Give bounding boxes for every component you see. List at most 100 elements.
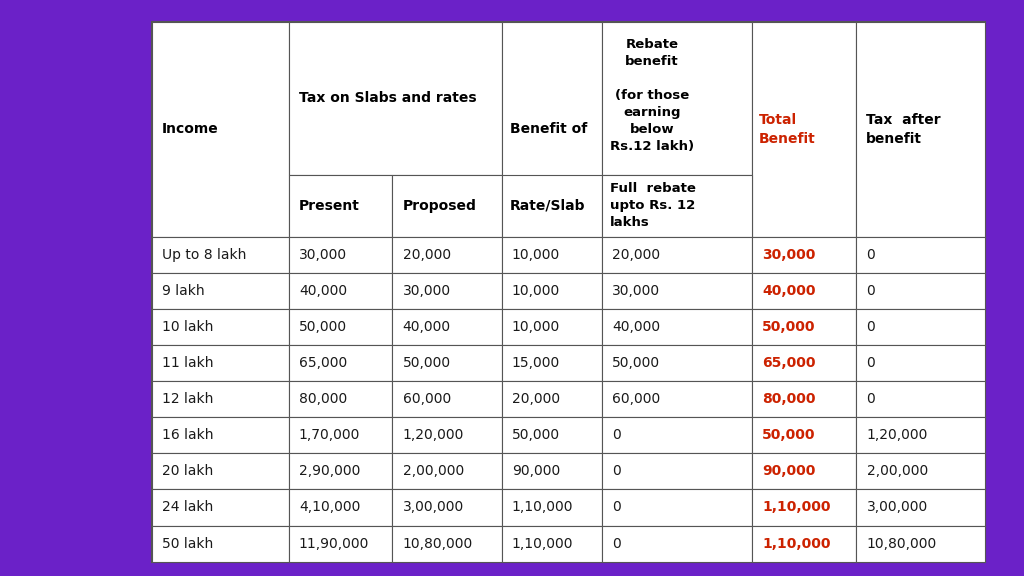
Text: Present: Present (299, 199, 359, 213)
Bar (752, 237, 856, 273)
Bar (392, 417, 502, 453)
Bar (289, 525, 392, 562)
Text: 40,000: 40,000 (612, 320, 660, 334)
Bar (856, 381, 985, 417)
Text: 24 lakh: 24 lakh (162, 501, 213, 514)
Bar (392, 345, 502, 381)
Bar (502, 453, 602, 490)
Bar (502, 345, 602, 381)
Bar (289, 345, 392, 381)
Bar (602, 381, 752, 417)
Text: 1,20,000: 1,20,000 (866, 429, 928, 442)
Bar (752, 490, 856, 525)
Text: 2,00,000: 2,00,000 (402, 464, 464, 478)
Bar (856, 525, 985, 562)
Bar (392, 381, 502, 417)
Text: Tax  after
benefit: Tax after benefit (865, 113, 940, 146)
Bar (602, 525, 752, 562)
Text: 90,000: 90,000 (762, 464, 815, 478)
Bar (392, 525, 502, 562)
Bar (392, 237, 502, 273)
Text: 11,90,000: 11,90,000 (299, 537, 370, 551)
Bar (856, 22, 985, 237)
Bar (602, 237, 752, 273)
Text: 1,10,000: 1,10,000 (762, 537, 830, 551)
Text: 30,000: 30,000 (402, 284, 451, 298)
Bar (392, 273, 502, 309)
Text: 10,80,000: 10,80,000 (866, 537, 937, 551)
Text: 10,80,000: 10,80,000 (402, 537, 473, 551)
Text: 50,000: 50,000 (299, 320, 347, 334)
Text: 30,000: 30,000 (612, 284, 660, 298)
Bar (752, 525, 856, 562)
Text: 50 lakh: 50 lakh (162, 537, 213, 551)
Text: 3,00,000: 3,00,000 (402, 501, 464, 514)
Bar (502, 237, 602, 273)
Bar (502, 525, 602, 562)
Bar (392, 309, 502, 345)
Bar (602, 273, 752, 309)
Text: 2,90,000: 2,90,000 (299, 464, 360, 478)
Bar (752, 345, 856, 381)
Bar (752, 273, 856, 309)
Text: 1,10,000: 1,10,000 (762, 501, 830, 514)
Text: Tax on Slabs and rates: Tax on Slabs and rates (299, 91, 476, 105)
Text: 12 lakh: 12 lakh (162, 392, 213, 406)
Text: 0: 0 (612, 501, 621, 514)
Text: 0: 0 (866, 320, 876, 334)
Text: 2,00,000: 2,00,000 (866, 464, 928, 478)
Text: Rebate
benefit

(for those
earning
below
Rs.12 lakh): Rebate benefit (for those earning below … (610, 37, 694, 153)
Bar (502, 417, 602, 453)
Text: Up to 8 lakh: Up to 8 lakh (162, 248, 246, 262)
Text: 9 lakh: 9 lakh (162, 284, 205, 298)
Text: 1,10,000: 1,10,000 (512, 537, 573, 551)
Bar (856, 273, 985, 309)
Bar (152, 490, 289, 525)
Bar (152, 22, 985, 562)
Bar (152, 525, 289, 562)
Text: 40,000: 40,000 (762, 284, 815, 298)
Text: 10 lakh: 10 lakh (162, 320, 213, 334)
Bar (602, 345, 752, 381)
Text: 0: 0 (612, 464, 621, 478)
Text: 10,000: 10,000 (512, 284, 560, 298)
Bar (602, 175, 752, 237)
Bar (152, 345, 289, 381)
Bar (289, 417, 392, 453)
Text: 50,000: 50,000 (762, 320, 815, 334)
Text: 90,000: 90,000 (512, 464, 560, 478)
Text: 65,000: 65,000 (299, 356, 347, 370)
Bar (752, 309, 856, 345)
Bar (502, 22, 602, 237)
Text: 40,000: 40,000 (299, 284, 347, 298)
Bar (152, 309, 289, 345)
Text: 16 lakh: 16 lakh (162, 429, 213, 442)
Bar (856, 237, 985, 273)
Text: 65,000: 65,000 (762, 356, 815, 370)
Text: 60,000: 60,000 (402, 392, 451, 406)
Bar (502, 175, 602, 237)
Bar (602, 490, 752, 525)
Text: 0: 0 (866, 356, 876, 370)
Text: 10,000: 10,000 (512, 320, 560, 334)
Text: 40,000: 40,000 (402, 320, 451, 334)
Text: Full  rebate
upto Rs. 12
lakhs: Full rebate upto Rs. 12 lakhs (610, 182, 695, 229)
Bar (856, 345, 985, 381)
Text: Total
Benefit: Total Benefit (759, 113, 815, 146)
Bar (392, 490, 502, 525)
Bar (152, 381, 289, 417)
Text: 1,70,000: 1,70,000 (299, 429, 360, 442)
Bar (856, 417, 985, 453)
Bar (289, 490, 392, 525)
Text: 0: 0 (612, 429, 621, 442)
Text: 50,000: 50,000 (612, 356, 660, 370)
Text: 60,000: 60,000 (612, 392, 660, 406)
Text: 1,10,000: 1,10,000 (512, 501, 573, 514)
Bar (392, 175, 502, 237)
Bar (602, 417, 752, 453)
Bar (602, 309, 752, 345)
Bar (602, 22, 752, 175)
Text: 50,000: 50,000 (762, 429, 815, 442)
Bar (392, 453, 502, 490)
Text: 10,000: 10,000 (512, 248, 560, 262)
